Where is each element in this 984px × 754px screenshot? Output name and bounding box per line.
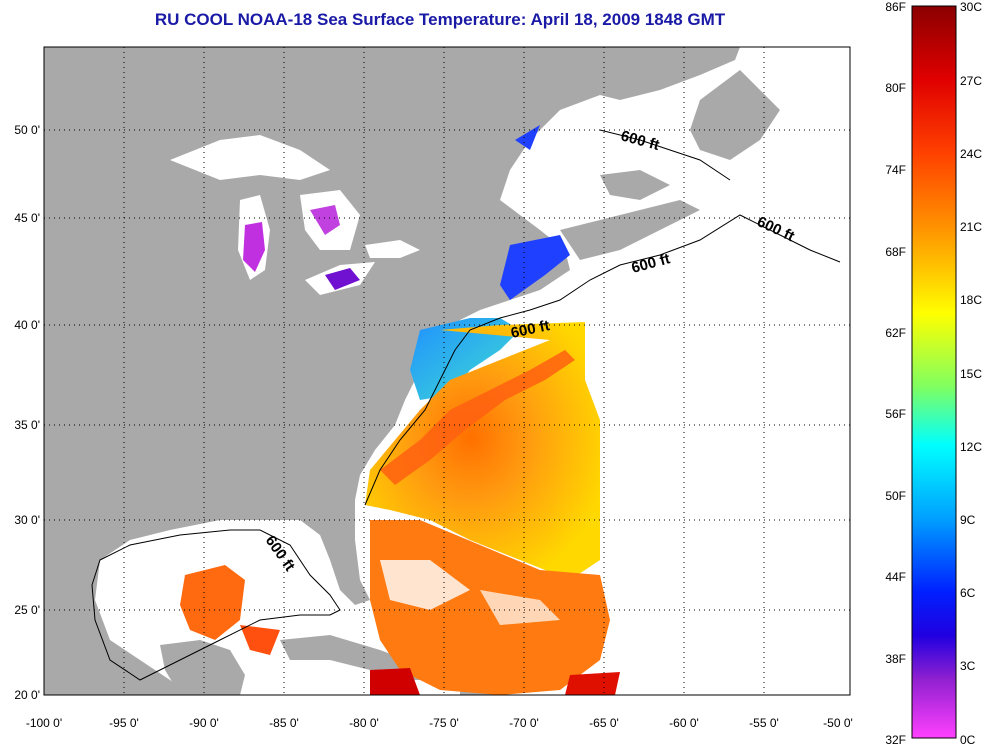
lat-tick-label: 25 0' (14, 603, 40, 617)
lat-tick-label: 20 0' (14, 688, 40, 702)
colorbar-c-label: 30C (960, 0, 982, 14)
lake-temperature-patches (243, 205, 360, 290)
colorbar-c-label: 18C (960, 293, 982, 307)
lon-tick-label: -70 0' (509, 716, 539, 730)
graticule (44, 47, 850, 695)
colorbar-c-labels: 30C 27C 24C 21C 18C 15C 12C 9C 6C 3C 0C (960, 0, 982, 747)
colorbar-c-label: 0C (960, 733, 976, 747)
colorbar-f-label: 68F (885, 245, 906, 259)
colorbar-c-label: 6C (960, 586, 976, 600)
lat-tick-label: 45 0' (14, 211, 40, 225)
colorbar-c-label: 27C (960, 74, 982, 88)
colorbar-f-label: 38F (885, 652, 906, 666)
lon-tick-label: -55 0' (749, 716, 779, 730)
lon-tick-label: -60 0' (669, 716, 699, 730)
lon-tick-label: -80 0' (349, 716, 379, 730)
lat-tick-label: 50 0' (14, 123, 40, 137)
lon-tick-label: -50 0' (823, 716, 853, 730)
colorbar-c-label: 24C (960, 147, 982, 161)
colorbar-c-label: 15C (960, 367, 982, 381)
colorbar-f-label: 62F (885, 326, 906, 340)
colorbar-f-label: 56F (885, 407, 906, 421)
isobath-600ft (91, 129, 841, 681)
colorbar-f-labels: 86F 80F 74F 68F 62F 56F 50F 44F 38F 32F (885, 0, 906, 747)
lon-tick-label: -85 0' (269, 716, 299, 730)
lon-tick-label: -65 0' (589, 716, 619, 730)
colorbar: 86F 80F 74F 68F 62F 56F 50F 44F 38F 32F … (885, 0, 982, 747)
colorbar-c-label: 9C (960, 513, 976, 527)
latitude-axis: 50 0' 45 0' 40 0' 35 0' 30 0' 25 0' 20 0… (14, 123, 40, 702)
lat-tick-label: 35 0' (14, 418, 40, 432)
colorbar-f-label: 80F (885, 81, 906, 95)
colorbar-f-label: 44F (885, 570, 906, 584)
colorbar-gradient (911, 5, 957, 739)
colorbar-f-label: 74F (885, 163, 906, 177)
colorbar-f-label: 32F (885, 733, 906, 747)
colorbar-f-label: 86F (885, 0, 906, 14)
colorbar-c-label: 12C (960, 440, 982, 454)
colorbar-c-label: 21C (960, 220, 982, 234)
longitude-axis: -100 0' -95 0' -90 0' -85 0' -80 0' -75 … (26, 716, 853, 730)
colorbar-c-label: 3C (960, 659, 976, 673)
lon-tick-label: -75 0' (429, 716, 459, 730)
sst-data-field (180, 125, 620, 695)
lon-tick-label: -90 0' (189, 716, 219, 730)
lon-tick-label: -95 0' (109, 716, 139, 730)
colorbar-f-label: 50F (885, 489, 906, 503)
map-title: RU COOL NOAA-18 Sea Surface Temperature:… (154, 10, 726, 29)
lat-tick-label: 30 0' (14, 513, 40, 527)
lon-tick-label: -100 0' (26, 716, 62, 730)
lat-tick-label: 40 0' (14, 318, 40, 332)
